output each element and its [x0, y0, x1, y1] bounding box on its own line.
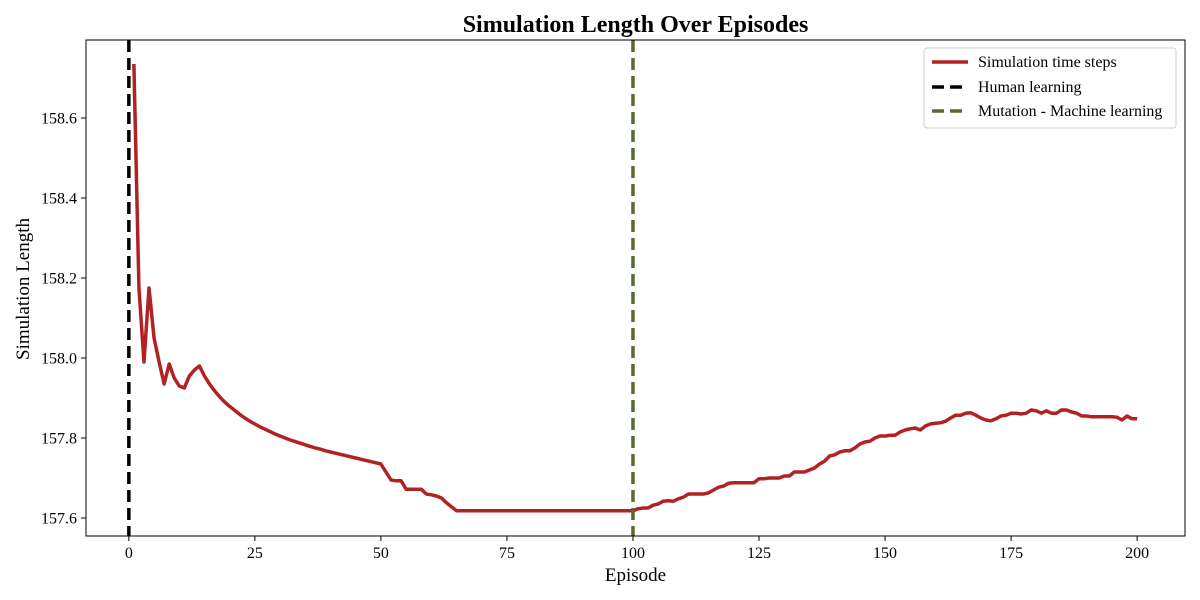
y-axis-label: Simulation Length — [13, 218, 34, 360]
legend-frame — [923, 47, 1177, 129]
x-tick-label: 50 — [373, 545, 389, 562]
legend-label-mutation: Mutation - Machine learning — [978, 103, 1162, 120]
x-axis-label: Episode — [605, 565, 666, 586]
legend-label-simulation: Simulation time steps — [978, 54, 1117, 71]
x-axis-ticks: 0 25 50 75 100 125 150 175 200 — [125, 536, 1149, 562]
y-tick-label: 158.2 — [41, 271, 77, 288]
x-tick-label: 125 — [747, 545, 771, 562]
y-tick-label: 158.0 — [41, 351, 77, 368]
x-tick-label: 150 — [873, 545, 897, 562]
x-tick-label: 175 — [999, 545, 1023, 562]
plot-frame — [85, 39, 1186, 537]
y-tick-label: 157.6 — [41, 511, 77, 528]
x-tick-label: 0 — [125, 545, 133, 562]
legend-label-human-learning: Human learning — [978, 79, 1082, 96]
x-tick-label: 25 — [247, 545, 263, 562]
chart-title: Simulation Length Over Episodes — [463, 12, 809, 38]
x-tick-label: 75 — [499, 545, 515, 562]
legend: Simulation time steps Human learning Mut… — [923, 47, 1177, 129]
x-tick-label: 200 — [1125, 545, 1149, 562]
y-tick-label: 158.6 — [41, 111, 77, 128]
x-tick-label: 100 — [621, 545, 645, 562]
y-axis-ticks: 157.6 157.8 158.0 158.2 158.4 158.6 — [41, 111, 86, 528]
y-tick-label: 158.4 — [41, 191, 77, 208]
y-tick-label: 157.8 — [41, 431, 77, 448]
series-line-simulation-time-steps — [132, 63, 1138, 513]
plot-area — [127, 40, 1138, 536]
